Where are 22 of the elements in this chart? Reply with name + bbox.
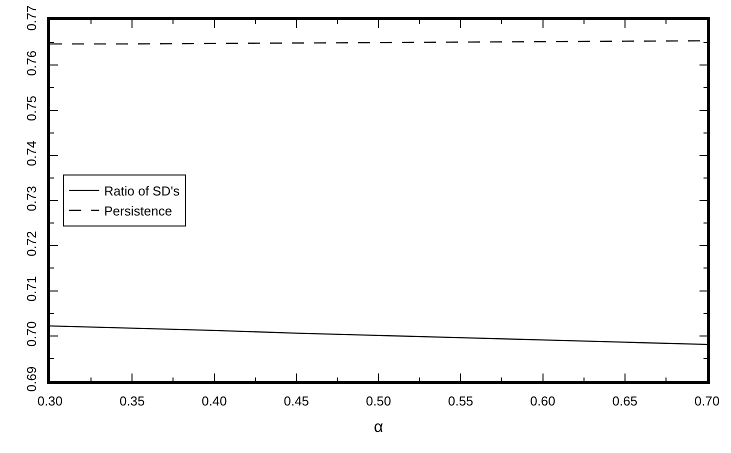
legend-label: Ratio of SD's <box>104 184 180 199</box>
x-tick-label: 0.30 <box>37 393 63 408</box>
x-tick-label: 0.45 <box>284 393 310 408</box>
y-tick-label: 0.73 <box>24 186 40 212</box>
x-tick-label: 0.65 <box>612 393 638 408</box>
legend-label: Persistence <box>104 203 172 218</box>
x-tick-label: 0.60 <box>530 393 556 408</box>
x-axis-title: α <box>374 419 384 436</box>
y-tick-label: 0.74 <box>24 140 40 166</box>
y-tick-label: 0.75 <box>24 96 40 121</box>
y-tick-label: 0.76 <box>24 50 40 76</box>
x-tick-label: 0.70 <box>694 393 720 408</box>
y-tick-label: 0.72 <box>24 231 40 256</box>
x-tick-label: 0.35 <box>119 393 145 408</box>
x-tick-label: 0.55 <box>448 393 474 408</box>
y-tick-label: 0.77 <box>24 5 40 31</box>
y-tick-label: 0.70 <box>24 321 40 347</box>
y-tick-label: 0.69 <box>24 366 40 392</box>
line-series <box>50 325 707 346</box>
x-tick-label: 0.40 <box>202 393 227 408</box>
y-tick-label: 0.71 <box>24 276 40 302</box>
x-tick-label: 0.50 <box>366 393 392 408</box>
